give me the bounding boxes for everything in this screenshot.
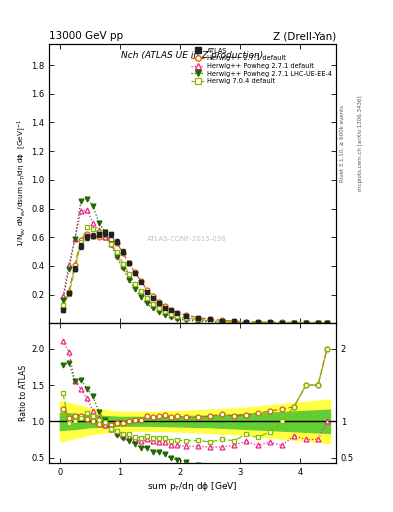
Text: ATLAS-CONF-2015-038: ATLAS-CONF-2015-038 <box>147 237 227 243</box>
Legend: ATLAS, Herwig++ 2.7.1 default, Herwig++ Powheg 2.7.1 default, Herwig++ Powheg 2.: ATLAS, Herwig++ 2.7.1 default, Herwig++ … <box>189 46 334 86</box>
Y-axis label: 1/N$_{ev}$ dN$_{ev}$/dsum p$_T$/dη dϕ  [GeV]$^{-1}$: 1/N$_{ev}$ dN$_{ev}$/dsum p$_T$/dη dϕ [G… <box>15 119 28 247</box>
Text: 13000 GeV pp: 13000 GeV pp <box>49 31 123 41</box>
Text: mcplots.cern.ch [arXiv:1306.3436]: mcplots.cern.ch [arXiv:1306.3436] <box>358 96 363 191</box>
Text: Nch (ATLAS UE in Z production): Nch (ATLAS UE in Z production) <box>121 51 264 59</box>
X-axis label: sum p$_T$/dη dϕ [GeV]: sum p$_T$/dη dϕ [GeV] <box>147 480 238 493</box>
Y-axis label: Ratio to ATLAS: Ratio to ATLAS <box>19 366 28 421</box>
Text: Rivet 3.1.10, ≥ 600k events: Rivet 3.1.10, ≥ 600k events <box>340 105 345 182</box>
Text: Z (Drell-Yan): Z (Drell-Yan) <box>273 31 336 41</box>
